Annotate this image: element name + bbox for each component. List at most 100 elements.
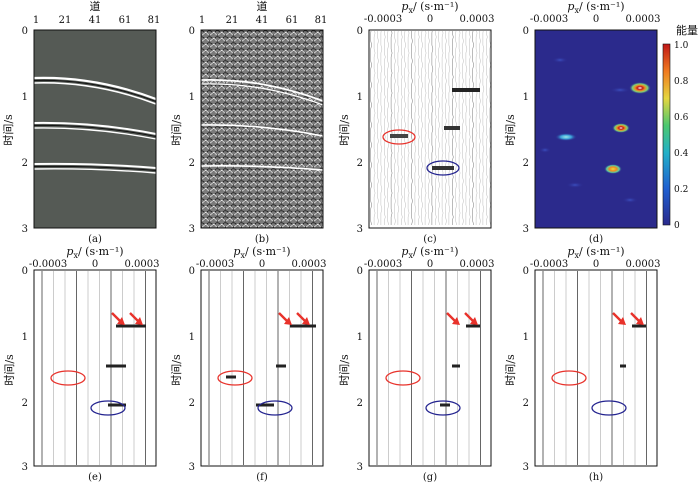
panel-d-xtick-3: 0.0003	[626, 14, 661, 25]
panel-h-arrow-1	[612, 312, 626, 325]
panel-h-xtick-2: 0	[593, 259, 599, 270]
panel-h-xtick-3: 0.0003	[626, 259, 661, 270]
panel-f-xtick-2: 0	[259, 259, 265, 270]
panel-e-arrow-2	[129, 312, 143, 325]
panel-c-caption: (c)	[423, 234, 437, 245]
panel-b-event-2	[200, 124, 324, 137]
panel-h-energy-1	[632, 324, 646, 328]
colorbar-tick-6: 0	[674, 221, 680, 231]
panel-a-xtick-1: 1	[33, 15, 39, 26]
panel-g-xtick-1: -0.0003	[364, 259, 402, 270]
panel-c-trace	[380, 30, 383, 225]
colorbar-title: 能量	[676, 23, 698, 37]
panel-f-energy-1	[290, 324, 316, 328]
panel-e-ytick-3: 3	[22, 462, 28, 473]
panel-c-trace	[414, 30, 417, 225]
panel-d-xtick-2: 0	[593, 14, 599, 25]
panel-f-blue-ellipse	[257, 400, 293, 416]
panel-c: px/ (s·m⁻¹) -0.0003 0 0.0003 0 1 2 3 时间/…	[338, 0, 495, 245]
panel-d-caption: (d)	[589, 234, 603, 245]
panel-c-trace	[482, 30, 485, 225]
panel-f-ytick-1: 1	[189, 332, 195, 343]
panel-c-trace	[479, 30, 481, 226]
panel-c-trace	[387, 30, 389, 226]
panel-c-trace	[390, 30, 393, 225]
panel-d-ylabel: 时间/s	[504, 114, 517, 146]
panel-c-trace	[377, 30, 379, 226]
colorbar-tick-3: 0.6	[674, 113, 689, 123]
panel-b-ytick-1: 1	[189, 92, 195, 103]
panel-f-energy-4	[226, 375, 236, 379]
panel-e-caption: (e)	[88, 472, 102, 483]
panel-g-ylabel: 时间/s	[338, 354, 351, 386]
panel-h-ytick-3: 3	[523, 462, 529, 473]
panel-e-energy-2	[106, 364, 126, 368]
panel-b-xtick-3: 41	[256, 15, 269, 26]
panel-h-red-ellipse	[551, 370, 587, 386]
panel-c-ytick-2: 2	[357, 158, 363, 169]
panel-c-wiggle-traces	[370, 30, 491, 226]
panel-d-peak-2	[612, 123, 630, 133]
panel-a: 道 1 21 41 61 81 0 1 2 3 时间/s (a)	[2, 0, 160, 245]
panel-a-event-2	[33, 121, 157, 135]
panel-h-ytick-0: 0	[523, 266, 529, 277]
panel-a-ytick-2: 2	[22, 158, 28, 169]
panel-a-xtick-2: 21	[59, 15, 72, 26]
panel-f-ytick-3: 3	[189, 462, 195, 473]
panel-c-trace	[462, 30, 464, 226]
panel-c-trace	[394, 30, 396, 226]
panel-g-arrow-1	[446, 312, 460, 325]
panel-c-trace	[411, 30, 413, 226]
panel-f-arrow-1	[278, 312, 292, 325]
colorbar-tick-1: 1.0	[674, 41, 689, 51]
panel-c-trace	[431, 30, 434, 225]
panel-f-arrow-2	[296, 312, 310, 325]
panel-c-trace	[489, 30, 491, 226]
panel-g-ytick-2: 2	[357, 398, 363, 409]
panel-g-caption: (g)	[423, 472, 437, 483]
panel-g-ytick-1: 1	[357, 332, 363, 343]
panel-f-xtick-3: 0.0003	[292, 259, 327, 270]
panel-g-red-ellipse	[385, 370, 421, 386]
colorbar-tick-2: 0.8	[674, 77, 689, 87]
panel-c-xtick-3: 0.0003	[460, 14, 495, 25]
panel-a-xaxis-title: 道	[90, 0, 101, 13]
panel-b-xaxis-title: 道	[257, 0, 268, 13]
panel-f-red-ellipse	[217, 370, 253, 386]
panel-c-trace	[418, 30, 420, 225]
panel-c-ytick-0: 0	[357, 26, 363, 37]
panel-c-ytick-1: 1	[357, 92, 363, 103]
panel-c-trace	[475, 30, 478, 225]
panel-h-arrow-2	[630, 312, 644, 325]
panel-c-xtick-1: -0.0003	[364, 14, 402, 25]
panel-g-xaxis-title: px/ (s·m⁻¹)	[401, 245, 458, 260]
panel-c-trace	[428, 30, 430, 226]
panel-e-xtick-2: 0	[92, 259, 98, 270]
panel-f-energy-2	[276, 364, 286, 368]
panel-d-xtick-1: -0.0003	[530, 14, 568, 25]
panel-g-energy-2	[452, 364, 460, 368]
panel-c-trace	[401, 30, 403, 225]
panel-c-energy-3	[432, 166, 454, 170]
panel-g-arrow-2	[464, 312, 478, 325]
panel-d-ytick-3: 3	[523, 224, 529, 235]
colorbar-tick-4: 0.4	[674, 149, 689, 159]
panel-e-arrow-1	[111, 312, 125, 325]
panel-c-trace	[486, 30, 488, 225]
panel-e-xaxis-title: px/ (s·m⁻¹)	[66, 245, 123, 260]
panel-b-ytick-0: 0	[189, 26, 195, 37]
panel-g-xtick-2: 0	[427, 259, 433, 270]
panel-b-event-1	[200, 78, 324, 102]
panel-h-caption: (h)	[589, 472, 603, 483]
panel-c-xtick-2: 0	[427, 14, 433, 25]
panel-d-image	[535, 30, 657, 228]
panel-c-xaxis-title: px/ (s·m⁻¹)	[401, 0, 458, 15]
panel-b-ytick-2: 2	[189, 158, 195, 169]
panel-e-energy-3	[108, 403, 126, 407]
panel-c-trace	[404, 30, 406, 226]
panel-c-trace	[421, 30, 423, 226]
